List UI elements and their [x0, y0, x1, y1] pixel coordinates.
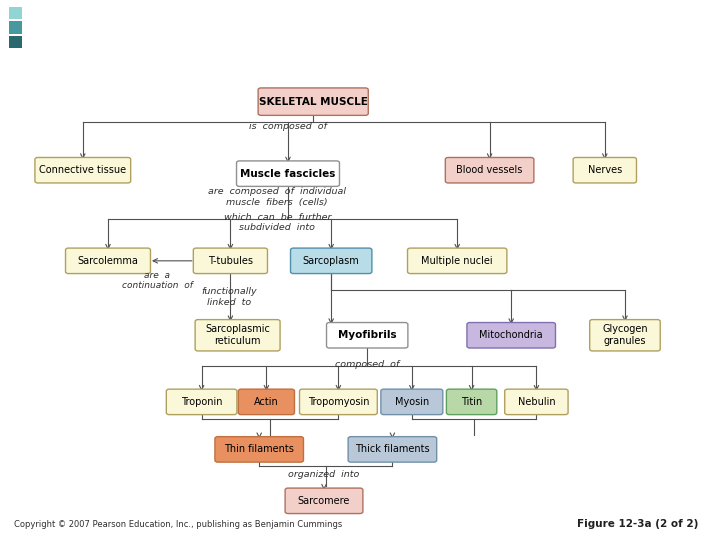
FancyBboxPatch shape: [348, 437, 436, 462]
Bar: [9, 36, 22, 48]
Text: Sarcoplasm: Sarcoplasm: [303, 256, 359, 266]
FancyBboxPatch shape: [238, 389, 294, 415]
Text: Thick filaments: Thick filaments: [355, 444, 430, 454]
Text: Titin: Titin: [461, 397, 482, 407]
FancyBboxPatch shape: [445, 158, 534, 183]
FancyBboxPatch shape: [215, 437, 304, 462]
Text: Sarcolemma: Sarcolemma: [78, 256, 138, 266]
Text: Glycogen
granules: Glycogen granules: [602, 325, 648, 346]
Text: Actin: Actin: [254, 397, 279, 407]
Text: Sarcomere: Sarcomere: [298, 496, 350, 506]
Text: functionally
linked  to: functionally linked to: [201, 287, 257, 307]
FancyBboxPatch shape: [505, 389, 568, 415]
Text: Multiple nuclei: Multiple nuclei: [421, 256, 493, 266]
FancyBboxPatch shape: [193, 248, 268, 274]
Text: Blood vessels: Blood vessels: [456, 165, 523, 175]
Text: Mitochondria: Mitochondria: [480, 330, 543, 340]
Text: Nebulin: Nebulin: [518, 397, 555, 407]
Text: T-tubules: T-tubules: [208, 256, 253, 266]
FancyBboxPatch shape: [381, 389, 443, 415]
Text: Tropomyosin: Tropomyosin: [307, 397, 369, 407]
Text: Anatomy Summary: Skeletal Muscle: Anatomy Summary: Skeletal Muscle: [40, 17, 491, 37]
FancyBboxPatch shape: [408, 248, 507, 274]
Text: Muscle fascicles: Muscle fascicles: [240, 168, 336, 179]
FancyBboxPatch shape: [291, 248, 372, 274]
Bar: [9, 6, 22, 19]
FancyBboxPatch shape: [590, 320, 660, 351]
Text: Nerves: Nerves: [588, 165, 622, 175]
Text: are  composed  of  individual
muscle  fibers  (cells): are composed of individual muscle fibers…: [208, 187, 346, 207]
Text: Copyright © 2007 Pearson Education, Inc., publishing as Benjamin Cummings: Copyright © 2007 Pearson Education, Inc.…: [14, 520, 343, 529]
Text: Connective tissue: Connective tissue: [39, 165, 127, 175]
Bar: [9, 21, 22, 33]
Text: SKELETAL MUSCLE: SKELETAL MUSCLE: [258, 97, 368, 106]
FancyBboxPatch shape: [66, 248, 150, 274]
FancyBboxPatch shape: [35, 158, 131, 183]
Text: which  can  be  further
subdivided  into: which can be further subdivided into: [223, 213, 331, 232]
FancyBboxPatch shape: [446, 389, 497, 415]
Text: is  composed  of: is composed of: [249, 122, 327, 131]
FancyBboxPatch shape: [285, 488, 363, 514]
FancyBboxPatch shape: [166, 389, 237, 415]
FancyBboxPatch shape: [327, 322, 408, 348]
Text: composed  of: composed of: [335, 360, 400, 369]
Text: are  a
continuation  of: are a continuation of: [122, 271, 192, 290]
FancyBboxPatch shape: [300, 389, 377, 415]
FancyBboxPatch shape: [258, 88, 368, 116]
Text: Myofibrils: Myofibrils: [338, 330, 397, 340]
FancyBboxPatch shape: [467, 322, 556, 348]
Text: Myosin: Myosin: [395, 397, 429, 407]
Text: Troponin: Troponin: [181, 397, 222, 407]
Text: Figure 12-3a (2 of 2): Figure 12-3a (2 of 2): [577, 519, 698, 529]
Text: Sarcoplasmic
reticulum: Sarcoplasmic reticulum: [205, 325, 270, 346]
Text: Thin filaments: Thin filaments: [224, 444, 294, 454]
FancyBboxPatch shape: [236, 161, 340, 186]
FancyBboxPatch shape: [573, 158, 636, 183]
Text: organized  into: organized into: [288, 470, 360, 480]
FancyBboxPatch shape: [195, 320, 280, 351]
